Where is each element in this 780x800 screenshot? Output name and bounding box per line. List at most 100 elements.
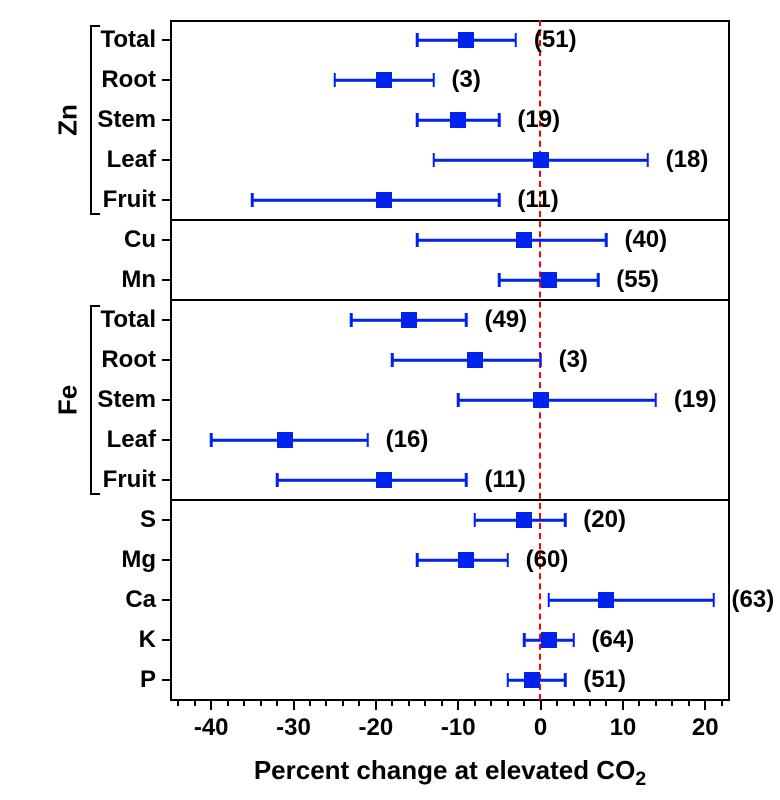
x-tick [424, 700, 426, 706]
error-bar-cap [548, 593, 551, 607]
x-tick-label: -10 [441, 714, 476, 742]
error-bar-cap [465, 473, 468, 487]
x-tick [704, 700, 706, 710]
x-tick [573, 700, 575, 706]
y-tick [162, 439, 170, 441]
row-label: Root [101, 346, 156, 374]
y-tick [162, 679, 170, 681]
error-bar-cap [605, 233, 608, 247]
data-point [524, 672, 540, 688]
row-label: Ca [125, 586, 156, 614]
y-tick [162, 279, 170, 281]
forest-plot: -40-30-20-1001020Percent change at eleva… [0, 0, 780, 800]
x-tick [177, 700, 179, 706]
error-bar-cap [655, 393, 658, 407]
error-bar [458, 399, 656, 402]
x-axis-line [170, 699, 730, 701]
n-label: (51) [534, 26, 577, 54]
error-bar-cap [646, 153, 649, 167]
n-label: (63) [732, 586, 775, 614]
data-point [450, 112, 466, 128]
error-bar-cap [416, 33, 419, 47]
y-tick [162, 519, 170, 521]
error-bar-cap [432, 73, 435, 87]
n-label: (3) [559, 346, 588, 374]
group-divider [170, 499, 730, 501]
group-bracket-cap [90, 305, 100, 307]
x-tick [441, 700, 443, 706]
n-label: (40) [624, 226, 667, 254]
error-bar-cap [276, 473, 279, 487]
x-tick [309, 700, 311, 706]
group-bracket-cap [90, 493, 100, 495]
error-bar-cap [523, 633, 526, 647]
n-label: (55) [616, 266, 659, 294]
group-label: Zn [53, 104, 84, 136]
x-tick [556, 700, 558, 706]
row-label: Mn [121, 266, 156, 294]
n-label: (51) [583, 666, 626, 694]
error-bar-cap [457, 393, 460, 407]
group-bracket [90, 306, 92, 494]
error-bar-cap [564, 673, 567, 687]
error-bar-cap [465, 313, 468, 327]
data-point [541, 272, 557, 288]
row-label: Mg [121, 546, 156, 574]
error-bar-cap [539, 353, 542, 367]
x-tick [391, 700, 393, 706]
row-label: Fruit [103, 466, 156, 494]
error-bar [417, 239, 606, 242]
y-tick [162, 319, 170, 321]
group-bracket-cap [90, 213, 100, 215]
n-label: (11) [484, 466, 525, 494]
x-tick-label: 20 [692, 714, 719, 742]
data-point [458, 32, 474, 48]
x-tick [605, 700, 607, 706]
data-point [467, 352, 483, 368]
x-tick [589, 700, 591, 706]
n-label: (19) [674, 386, 717, 414]
y-tick [162, 399, 170, 401]
n-label: (16) [386, 426, 429, 454]
row-label: Total [100, 306, 156, 334]
error-bar-cap [391, 353, 394, 367]
n-label: (49) [484, 306, 527, 334]
y-tick [162, 479, 170, 481]
data-point [533, 152, 549, 168]
data-point [516, 232, 532, 248]
row-label: Stem [97, 106, 156, 134]
x-tick [622, 700, 624, 710]
row-label: Leaf [107, 146, 156, 174]
n-label: (20) [583, 506, 626, 534]
error-bar-cap [572, 633, 575, 647]
row-label: Total [100, 26, 156, 54]
data-point [598, 592, 614, 608]
x-tick-label: -20 [359, 714, 394, 742]
row-label: Fruit [103, 186, 156, 214]
data-point [277, 432, 293, 448]
error-bar-cap [506, 553, 509, 567]
error-bar-cap [712, 593, 715, 607]
n-label: (64) [592, 626, 635, 654]
x-tick [507, 700, 509, 706]
group-divider [170, 219, 730, 221]
error-bar-cap [498, 193, 501, 207]
data-point [533, 392, 549, 408]
x-tick-label: 0 [534, 714, 547, 742]
error-bar-cap [564, 513, 567, 527]
data-point [376, 72, 392, 88]
error-bar-cap [366, 433, 369, 447]
group-label: Fe [53, 385, 84, 415]
row-label: Stem [97, 386, 156, 414]
data-point [541, 632, 557, 648]
y-tick [162, 239, 170, 241]
x-tick [243, 700, 245, 706]
error-bar-cap [473, 513, 476, 527]
data-point [376, 472, 392, 488]
error-bar-cap [333, 73, 336, 87]
x-tick [375, 700, 377, 710]
y-tick [162, 159, 170, 161]
x-tick [638, 700, 640, 706]
x-tick [721, 700, 723, 706]
x-axis-label: Percent change at elevated CO2 [170, 755, 730, 791]
